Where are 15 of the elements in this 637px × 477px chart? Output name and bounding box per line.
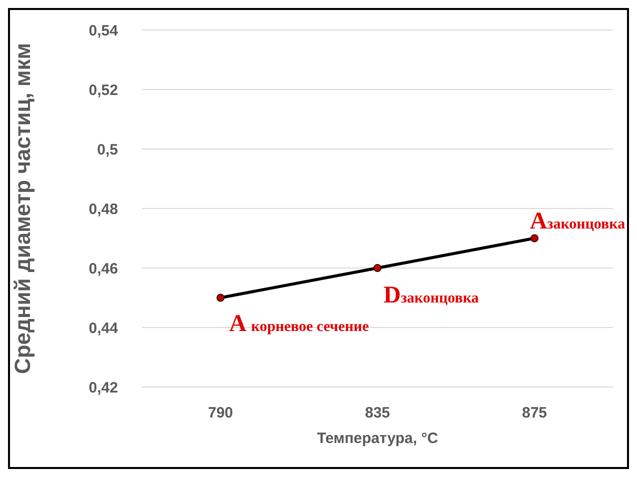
annotation: Aзаконцовка: [530, 208, 626, 235]
x-axis-title: Температура, °C: [316, 430, 438, 447]
y-tick-label: 0,54: [88, 22, 119, 40]
x-tick-label: 875: [522, 404, 548, 422]
y-tick-label: 0,46: [88, 260, 118, 278]
x-tick-label: 790: [208, 404, 234, 422]
y-tick-label: 0,42: [88, 379, 118, 396]
y-axis-title: Средний диаметр частиц, мкм: [10, 42, 35, 374]
annotation: Dзаконцовка: [384, 282, 480, 309]
y-tick-label: 0,44: [88, 320, 119, 337]
y-tick-label: 0,52: [88, 82, 118, 99]
y-tick-label: 0,48: [88, 200, 118, 218]
x-tick-label: 835: [364, 404, 390, 422]
y-tick-label: 0,5: [97, 141, 118, 158]
annotation: A корневое сечение: [229, 310, 370, 337]
